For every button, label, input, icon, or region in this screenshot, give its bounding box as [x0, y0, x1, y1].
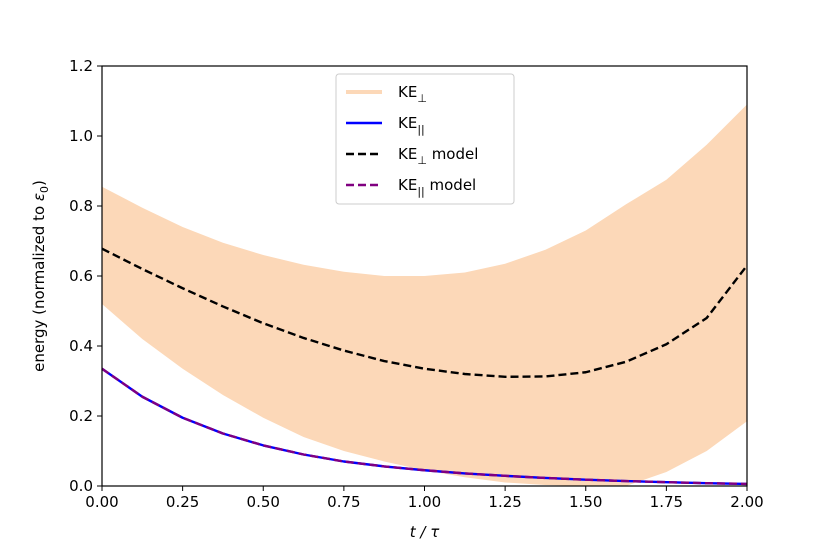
- legend-label: KE|| model: [398, 176, 476, 198]
- series-ke-par-model: [101, 367, 748, 486]
- legend-box: [335, 73, 515, 205]
- x-tick-label: 1.50: [569, 493, 602, 511]
- legend: KE⊥ KE|| KE⊥ model KE|| model: [335, 73, 515, 205]
- x-tick-label: 0.50: [247, 493, 280, 511]
- ticks: 0.00 0.25 0.50 0.75 1.00 1.25 1.50 1.75 2.00 0.0 0…: [69, 57, 764, 511]
- x-tick-label: 0.75: [327, 493, 360, 511]
- y-tick-label: 0.6: [69, 267, 93, 285]
- x-tick-label: 0.25: [166, 493, 199, 511]
- legend-label: KE||: [398, 114, 425, 136]
- legend-item-ke-perp-model: KE⊥ model: [346, 145, 478, 167]
- plot-area: [101, 104, 748, 486]
- legend-label: KE⊥ model: [398, 145, 478, 167]
- y-axis-label: energy (normalized to ε0): [30, 180, 51, 372]
- y-tick-label: 0.8: [69, 197, 93, 215]
- legend-item-ke-par: KE||: [346, 114, 425, 136]
- band-ke-perp: [102, 104, 747, 486]
- x-tick-label: 2.00: [730, 493, 763, 511]
- y-tick-label: 1.0: [69, 127, 93, 145]
- x-tick-label: 1.25: [488, 493, 521, 511]
- legend-item-ke-par-model: KE|| model: [346, 176, 476, 198]
- x-tick-label: 1.75: [650, 493, 683, 511]
- x-axis-label: t / τ: [410, 523, 440, 541]
- y-tick-label: 0.2: [69, 407, 93, 425]
- x-tick-label: 1.00: [408, 493, 441, 511]
- legend-item-ke-perp: KE⊥: [346, 83, 427, 105]
- y-tick-label: 0.4: [69, 337, 93, 355]
- y-tick-label: 1.2: [69, 57, 93, 75]
- x-tick-label: 0.00: [85, 493, 118, 511]
- legend-label: KE⊥: [398, 83, 427, 105]
- y-tick-label: 0.0: [69, 477, 93, 495]
